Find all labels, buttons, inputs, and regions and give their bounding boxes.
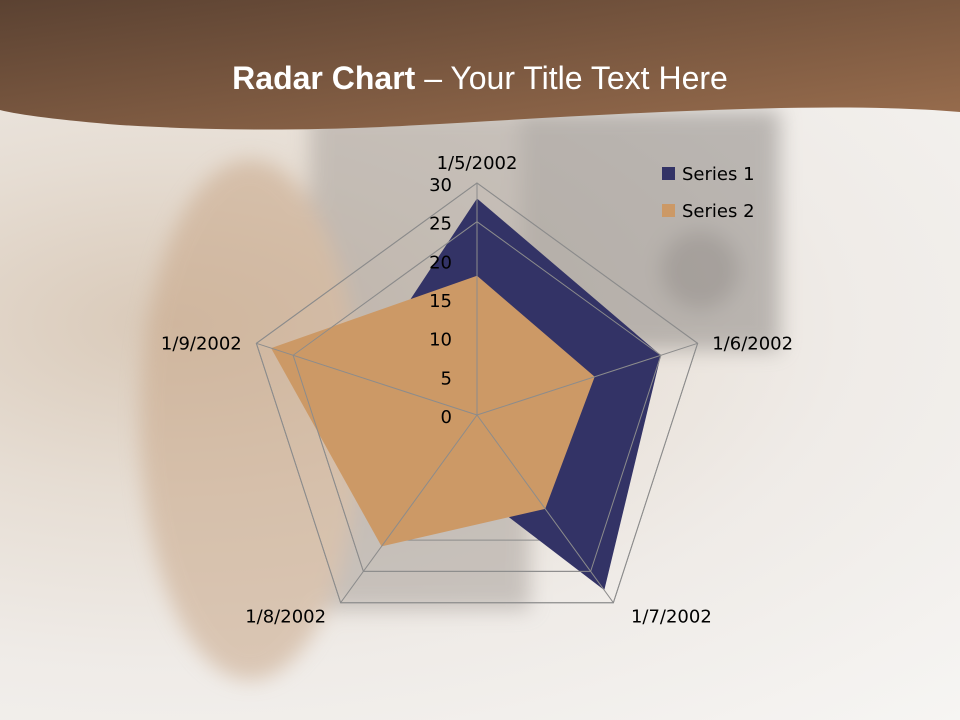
header-banner — [0, 0, 960, 130]
slide-title: Radar Chart – Your Title Text Here — [232, 60, 728, 96]
legend-label: Series 2 — [682, 201, 755, 222]
tick-label: 10 — [429, 330, 452, 351]
tick-label: 0 — [441, 407, 452, 428]
tick-label: 5 — [441, 368, 452, 389]
tick-label: 20 — [429, 252, 452, 273]
grid-ring-outer — [292, 221, 662, 572]
legend-label: Series 1 — [682, 164, 755, 185]
tick-label: 30 — [429, 175, 452, 196]
grid-ring-outer — [255, 182, 699, 604]
category-label: 1/7/2002 — [631, 607, 712, 628]
legend-swatch — [662, 167, 675, 180]
category-label: 1/9/2002 — [161, 333, 242, 354]
category-label: 1/6/2002 — [712, 333, 793, 354]
tick-label: 15 — [429, 291, 452, 312]
tick-label: 25 — [429, 214, 452, 235]
category-label: 1/8/2002 — [245, 607, 326, 628]
series-area-2 — [271, 275, 595, 547]
category-label: 1/5/2002 — [437, 153, 518, 174]
legend-swatch — [662, 204, 675, 217]
